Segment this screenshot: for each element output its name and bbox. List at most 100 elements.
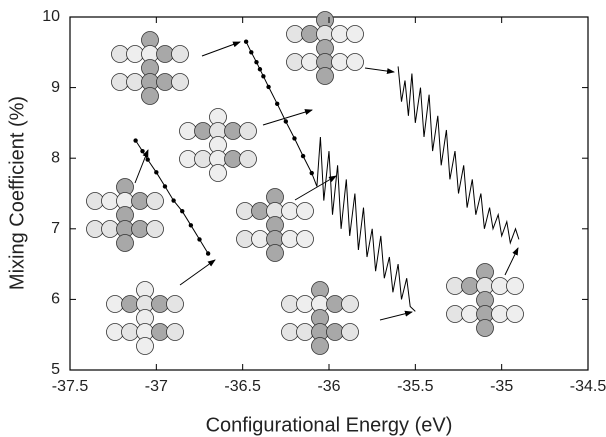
x-tick-label: -34.5 [570, 378, 606, 395]
atom [251, 230, 269, 248]
atom [121, 295, 139, 313]
atom [461, 277, 479, 295]
point [300, 153, 306, 159]
point [292, 136, 297, 141]
point [254, 59, 259, 65]
atom [326, 295, 344, 313]
y-tick-label: 8 [51, 149, 60, 166]
point [171, 198, 176, 203]
x-tick-label: -37.5 [52, 378, 89, 395]
series-line [135, 140, 209, 254]
arrow [201, 41, 241, 57]
point [266, 84, 271, 90]
atom [194, 122, 212, 140]
atom [296, 230, 314, 248]
point [283, 119, 289, 124]
point [249, 50, 254, 55]
atom [116, 234, 134, 252]
atom [311, 337, 329, 355]
atom [331, 25, 349, 43]
point [133, 138, 138, 143]
atom [121, 323, 139, 341]
atom [506, 277, 524, 295]
atom [126, 45, 144, 63]
atom [166, 323, 184, 341]
point [140, 148, 145, 154]
atom [101, 192, 119, 210]
atom [141, 87, 159, 105]
atom [331, 53, 349, 71]
atom [179, 122, 197, 140]
x-tick-label: -35 [490, 378, 513, 395]
arrow [294, 175, 337, 201]
arrow [504, 247, 519, 276]
atom [171, 45, 189, 63]
atom [491, 277, 509, 295]
atom [281, 295, 299, 313]
atom [106, 295, 124, 313]
point [261, 74, 266, 79]
atom [179, 150, 197, 168]
series-line [311, 136, 416, 312]
atom [286, 25, 304, 43]
atom [239, 150, 257, 168]
y-tick-label: 6 [51, 291, 60, 308]
point [243, 39, 249, 44]
atom [296, 295, 314, 313]
point [197, 237, 202, 242]
atom [476, 319, 494, 337]
atom [296, 323, 314, 341]
point [180, 208, 185, 214]
atom [136, 337, 154, 355]
atom [301, 53, 319, 71]
atom [131, 220, 149, 238]
atom [156, 73, 174, 91]
x-axis-title: Configurational Energy (eV) [206, 414, 453, 436]
x-tick-label: -36 [317, 378, 340, 395]
atom [281, 323, 299, 341]
point [257, 67, 263, 72]
atom [281, 202, 299, 220]
atom [166, 295, 184, 313]
atom [131, 192, 149, 210]
atom [209, 164, 227, 182]
atom [341, 323, 359, 341]
atom [301, 25, 319, 43]
atom [346, 25, 364, 43]
atom [146, 220, 164, 238]
y-axis-title: Mixing Coefficient (%) [6, 96, 28, 290]
point [154, 170, 159, 175]
y-tick-label: 10 [42, 8, 60, 25]
y-tick-label: 9 [51, 79, 60, 96]
atom [266, 244, 284, 262]
atom [236, 230, 254, 248]
atom [446, 277, 464, 295]
arrow [379, 310, 413, 321]
y-tick-label: 7 [51, 220, 60, 237]
atom [151, 323, 169, 341]
atom [126, 73, 144, 91]
atom [224, 122, 242, 140]
atom [326, 323, 344, 341]
atom [224, 150, 242, 168]
atom [171, 73, 189, 91]
atom [446, 305, 464, 323]
series-line [397, 66, 520, 245]
x-tick-label: -35.5 [397, 378, 434, 395]
atom [151, 295, 169, 313]
point [205, 251, 211, 256]
point [275, 101, 280, 107]
arrows [134, 41, 519, 321]
atom [281, 230, 299, 248]
point [188, 223, 194, 228]
point [162, 184, 168, 189]
atom [86, 192, 104, 210]
atom [111, 73, 129, 91]
y-tick-label: 5 [51, 361, 60, 378]
atom [156, 45, 174, 63]
atom [251, 202, 269, 220]
arrow [179, 259, 216, 286]
atom [146, 192, 164, 210]
arrow [134, 149, 149, 184]
